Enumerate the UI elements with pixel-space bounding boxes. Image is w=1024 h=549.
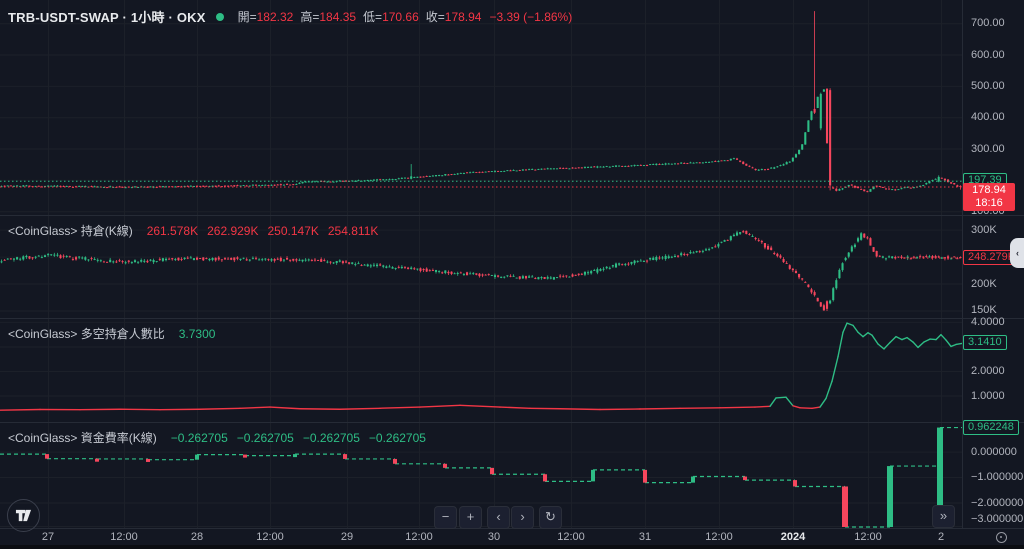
funding-rate-label[interactable]: <CoinGlass> 資金費率(K線) [8, 431, 157, 445]
scroll-right-button[interactable]: › [511, 506, 534, 529]
chevron-left-icon: ‹ [1016, 248, 1019, 258]
funding-rate-value: −0.262705 [236, 430, 294, 445]
open-interest-value-label: 248.279K [963, 249, 1021, 265]
open-interest-value: 250.147K [267, 223, 319, 238]
open-interest-values: 261.578K 262.929K 250.147K 254.811K [147, 224, 388, 238]
go-to-realtime-button[interactable]: » [932, 505, 955, 528]
time-axis-tick: 2024 [780, 531, 806, 543]
time-axis-tick: 2 [937, 531, 945, 543]
zoom-out-button[interactable]: − [434, 506, 457, 529]
long-short-ratio-label[interactable]: <CoinGlass> 多空持倉人數比 [8, 327, 165, 341]
long-short-ratio-value: 3.7300 [178, 326, 216, 341]
time-axis-tick: 28 [190, 531, 204, 543]
ohlc-key: 開= [237, 10, 257, 24]
reset-view-button[interactable]: ↻ [539, 506, 562, 529]
price-axis-tick: 700.00 [971, 17, 1005, 30]
funding-rate-value: −0.262705 [302, 430, 360, 445]
time-axis-tick: 27 [41, 531, 55, 543]
long-short-ratio-axis-tick: 2.0000 [971, 364, 1005, 377]
long-short-ratio-values: 3.7300 [179, 327, 225, 341]
long-short-ratio-value-label: 3.1410 [963, 335, 1007, 351]
funding-rate-value-label: 0.962248 [963, 419, 1019, 435]
funding-rate-value: −0.262705 [170, 430, 228, 445]
window-edge [0, 545, 1024, 549]
price-axis-tick: 600.00 [971, 48, 1005, 61]
funding-rate-axis-tick: −3.000000 [971, 513, 1024, 525]
ohlc-value: 178.94 [444, 10, 482, 24]
time-axis-tick: 12:00 [256, 531, 284, 543]
ohlc-values: 開=182.32 高=184.35 低=170.66 收=178.94 [238, 8, 489, 25]
zoom-in-button[interactable]: + [459, 506, 482, 529]
ohlc-value: 170.66 [382, 10, 419, 24]
last-price-value: 178.94 [972, 183, 1006, 196]
long-short-ratio-axis-tick: 4.0000 [971, 315, 1005, 328]
open-interest-legend: <CoinGlass> 持倉(K線) 261.578K 262.929K 250.1… [8, 222, 387, 239]
scroll-left-button[interactable]: ‹ [487, 506, 510, 529]
ohlc-key: 高= [300, 10, 320, 24]
price-axis-tick: 500.00 [971, 79, 1005, 92]
time-axis-tick: 12:00 [110, 531, 138, 543]
funding-rate-axis-tick: 0.000000 [971, 445, 1017, 458]
price-change: −3.39 (−1.86%) [489, 9, 573, 24]
ohlc-value: 184.35 [319, 10, 357, 24]
tradingview-logo[interactable] [7, 499, 40, 532]
tv-monogram-icon [15, 509, 32, 522]
open-interest-value: 254.811K [327, 223, 379, 238]
long-short-ratio-legend: <CoinGlass> 多空持倉人數比 3.7300 [8, 325, 224, 342]
open-interest-axis-tick: 200K [971, 277, 997, 290]
time-axis-tick: 12:00 [557, 531, 585, 543]
open-interest-axis-tick: 300K [971, 223, 997, 236]
time-axis-tick: 31 [638, 531, 652, 543]
price-axis-tick: 400.00 [971, 111, 1005, 124]
axis-drag-handle[interactable]: ‹ [1010, 238, 1024, 268]
open-interest-axis-tick: 150K [971, 304, 997, 317]
time-axis-tick: 12:00 [405, 531, 433, 543]
symbol-title[interactable]: TRB-USDT-SWAP · 1小時 · OKX [8, 10, 206, 25]
price-axis[interactable]: 197.39 178.94 18:16 248.279K 3.1410 0.96… [962, 0, 1024, 528]
ohlc-key: 低= [363, 10, 383, 24]
price-axis-tick: 300.00 [971, 142, 1005, 155]
time-axis[interactable]: 27 12:00 28 12:00 29 12:00 30 12:00 31 12:00 2024 1… [0, 528, 1024, 549]
funding-rate-axis-tick: −1.000000 [971, 471, 1024, 484]
funding-rate-legend: <CoinGlass> 資金費率(K線) −0.262705 −0.262705−… [8, 429, 435, 446]
ohlc-value: 182.32 [256, 10, 294, 24]
bar-countdown: 18:16 [975, 196, 1003, 209]
ohlc-key: 收= [425, 10, 445, 24]
time-axis-tick: 29 [340, 531, 354, 543]
long-short-ratio-axis-tick: 1.0000 [971, 389, 1005, 402]
time-axis-tick: 12:00 [705, 531, 733, 543]
time-axis-tick: 12:00 [854, 531, 882, 543]
open-interest-label[interactable]: <CoinGlass> 持倉(K線) [8, 224, 133, 238]
main-series-legend: TRB-USDT-SWAP · 1小時 · OKX 開=182.32 高=184.… [8, 7, 572, 26]
market-status-icon[interactable] [215, 12, 224, 21]
time-axis-tick: 30 [487, 531, 501, 543]
funding-rate-value: −0.262705 [368, 430, 426, 445]
last-price-label: 178.94 18:16 [963, 182, 1015, 211]
open-interest-value: 262.929K [207, 223, 259, 238]
funding-rate-values: −0.262705 −0.262705 −0.262705 −0.262705 [171, 431, 435, 445]
open-interest-value: 261.578K [146, 223, 199, 238]
funding-rate-axis-tick: −2.000000 [971, 496, 1024, 509]
timezone-clock-icon[interactable] [996, 532, 1007, 543]
